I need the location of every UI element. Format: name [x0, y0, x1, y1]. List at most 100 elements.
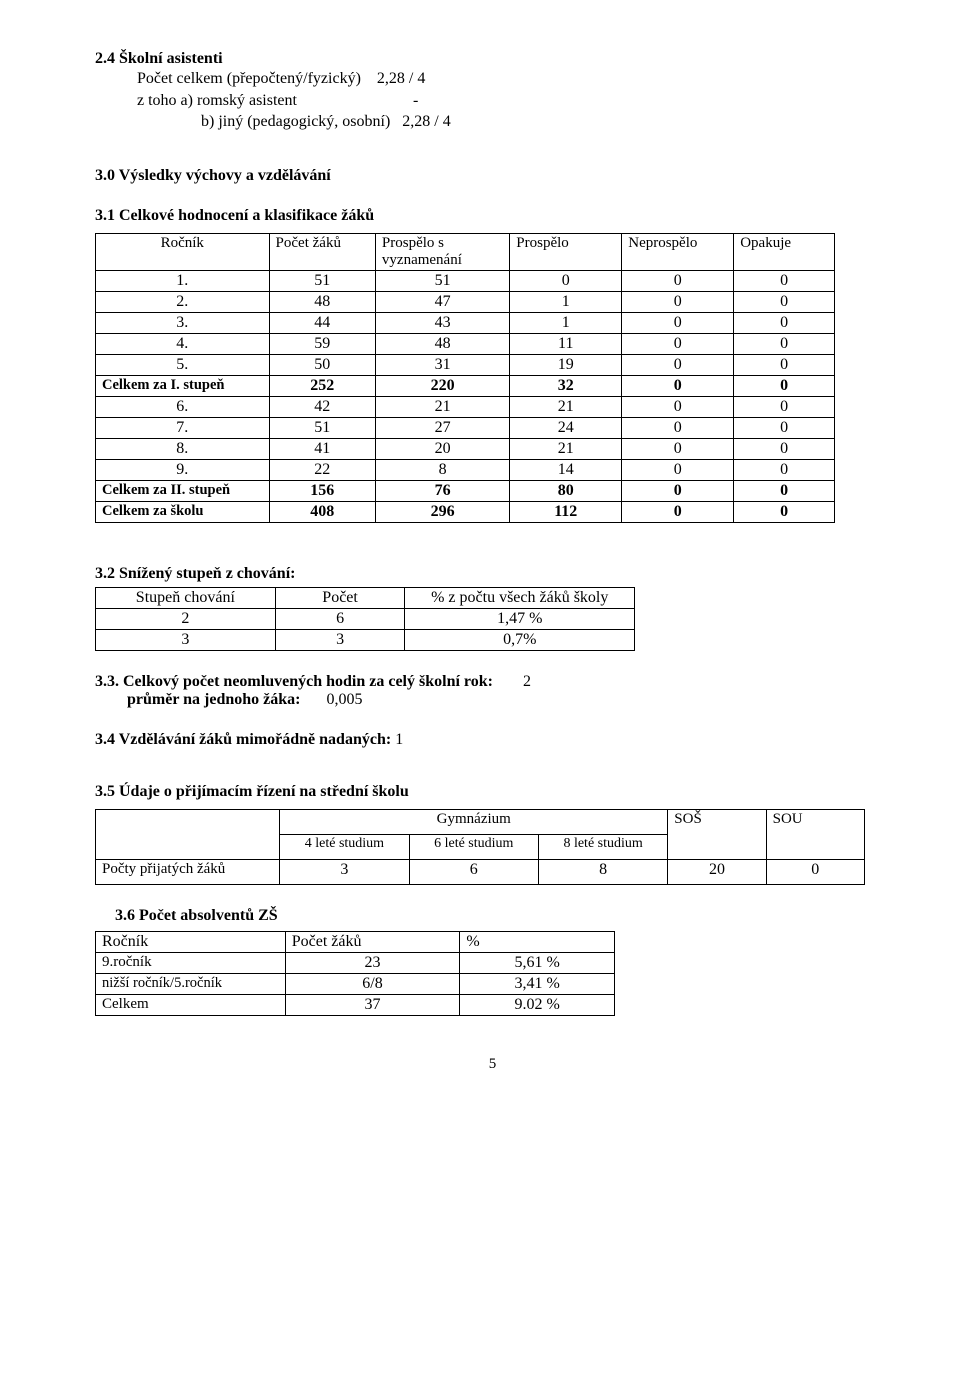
tbl31-cell: 0: [622, 291, 734, 312]
tbl31-label: 6.: [96, 396, 270, 417]
tbl31-cell: 0: [622, 333, 734, 354]
tbl36-cell: 9.02 %: [460, 994, 615, 1015]
val-33a: 2: [523, 673, 531, 690]
tbl32-cell: 3: [96, 629, 276, 650]
tbl36-cell: 6/8: [285, 973, 460, 994]
tbl31-label: Celkem za I. stupeň: [96, 375, 270, 396]
table-row: 3.4443100: [96, 312, 835, 333]
tbl31-cell: 27: [375, 417, 509, 438]
tbl31-cell: 0: [734, 312, 835, 333]
tbl31-cell: 0: [622, 375, 734, 396]
tbl31-cell: 0: [734, 438, 835, 459]
tbl31-cell: 0: [622, 417, 734, 438]
tbl31-cell: 0: [622, 312, 734, 333]
table-row: 7.51272400: [96, 417, 835, 438]
line-24-2: z toho a) romský asistent -: [137, 90, 890, 112]
tbl31-header: Opakuje: [734, 233, 835, 270]
table-row: 6.42212100: [96, 396, 835, 417]
heading-3-4: 3.4 Vzdělávání žáků mimořádně nadaných: …: [95, 731, 890, 749]
table-3-2: Stupeň chováníPočet% z počtu všech žáků …: [95, 587, 635, 651]
tbl31-cell: 408: [269, 501, 375, 522]
tbl31-cell: 0: [622, 438, 734, 459]
table-row: 2.4847100: [96, 291, 835, 312]
tbl31-cell: 0: [622, 501, 734, 522]
table-row: 8.41202100: [96, 438, 835, 459]
tbl31-cell: 48: [269, 291, 375, 312]
tbl31-cell: 0: [734, 396, 835, 417]
table-row: Celkem za II. stupeň156768000: [96, 480, 835, 501]
heading-3-0: 3.0 Výsledky výchovy a vzdělávání: [95, 167, 890, 185]
val-33b: 0,005: [327, 691, 363, 708]
table-row: Celkem379.02 %: [96, 994, 615, 1015]
line-24-1: Počet celkem (přepočtený/fyzický) 2,28 /…: [137, 68, 890, 90]
tbl31-cell: 47: [375, 291, 509, 312]
tbl31-cell: 51: [375, 270, 509, 291]
tbl31-cell: 43: [375, 312, 509, 333]
tbl31-cell: 21: [375, 396, 509, 417]
table-row: 330,7%: [96, 629, 635, 650]
tbl31-cell: 0: [734, 291, 835, 312]
heading-3-5: 3.5 Údaje o přijímacím řízení na střední…: [95, 783, 890, 801]
label-24-3: b) jiný (pedagogický, osobní): [201, 113, 390, 130]
tbl36-cell: 3,41 %: [460, 973, 615, 994]
tbl31-cell: 296: [375, 501, 509, 522]
tbl31-cell: 76: [375, 480, 509, 501]
tbl36-cell: nižší ročník/5.ročník: [96, 973, 286, 994]
tbl31-cell: 0: [622, 270, 734, 291]
tbl31-cell: 0: [734, 354, 835, 375]
tbl31-cell: 0: [734, 333, 835, 354]
table-row: 9.2281400: [96, 459, 835, 480]
tbl31-cell: 48: [375, 333, 509, 354]
tbl31-cell: 14: [510, 459, 622, 480]
cell-35-v3: 20: [668, 859, 766, 884]
tbl31-cell: 0: [734, 480, 835, 501]
tbl31-cell: 0: [734, 375, 835, 396]
tbl31-header: Prospělo: [510, 233, 622, 270]
tbl31-cell: 21: [510, 396, 622, 417]
tbl31-cell: 0: [734, 270, 835, 291]
cell-35-gym: Gymnázium: [280, 809, 668, 834]
tbl31-label: 5.: [96, 354, 270, 375]
table-row: 9.ročník235,61 %: [96, 952, 615, 973]
cell-35-sub2: 8 leté studium: [538, 834, 667, 859]
label-33a: 3.3. Celkový počet neomluvených hodin za…: [95, 673, 493, 690]
table-3-5: Gymnázium SOŠ SOU 4 leté studium 6 leté …: [95, 809, 865, 885]
tbl31-cell: 41: [269, 438, 375, 459]
table-row: 5.50311900: [96, 354, 835, 375]
label-33b: průměr na jednoho žáka:: [127, 691, 301, 708]
tbl36-header: %: [460, 931, 615, 952]
cell-35-sou: SOU: [766, 809, 864, 859]
tbl32-cell: 3: [275, 629, 405, 650]
tbl31-header: Neprospělo: [622, 233, 734, 270]
tbl31-cell: 156: [269, 480, 375, 501]
tbl31-cell: 252: [269, 375, 375, 396]
tbl36-cell: 37: [285, 994, 460, 1015]
tbl31-cell: 11: [510, 333, 622, 354]
tbl31-cell: 0: [510, 270, 622, 291]
heading-3-3: 3.3. Celkový počet neomluvených hodin za…: [95, 673, 890, 691]
tbl31-cell: 1: [510, 312, 622, 333]
page-number: 5: [95, 1056, 890, 1073]
tbl31-cell: 112: [510, 501, 622, 522]
label-24-2: z toho a) romský asistent: [137, 92, 297, 109]
cell-35-v1: 6: [409, 859, 538, 884]
heading-3-1: 3.1 Celkové hodnocení a klasifikace žáků: [95, 207, 890, 225]
cell-35-sos: SOŠ: [668, 809, 766, 859]
tbl32-cell: 6: [275, 608, 405, 629]
tbl31-header: Počet žáků: [269, 233, 375, 270]
tbl31-label: 7.: [96, 417, 270, 438]
tbl31-cell: 0: [622, 396, 734, 417]
val-24-1: 2,28 / 4: [377, 70, 425, 87]
tbl31-cell: 51: [269, 270, 375, 291]
tbl36-header: Ročník: [96, 931, 286, 952]
table-row: Stupeň chováníPočet% z počtu všech žáků …: [96, 587, 635, 608]
tbl31-cell: 59: [269, 333, 375, 354]
table-row: Celkem za školu40829611200: [96, 501, 835, 522]
tbl36-cell: 9.ročník: [96, 952, 286, 973]
tbl31-label: 9.: [96, 459, 270, 480]
tbl31-cell: 8: [375, 459, 509, 480]
tbl31-cell: 220: [375, 375, 509, 396]
tbl36-cell: Celkem: [96, 994, 286, 1015]
tbl31-cell: 24: [510, 417, 622, 438]
table-row: 261,47 %: [96, 608, 635, 629]
